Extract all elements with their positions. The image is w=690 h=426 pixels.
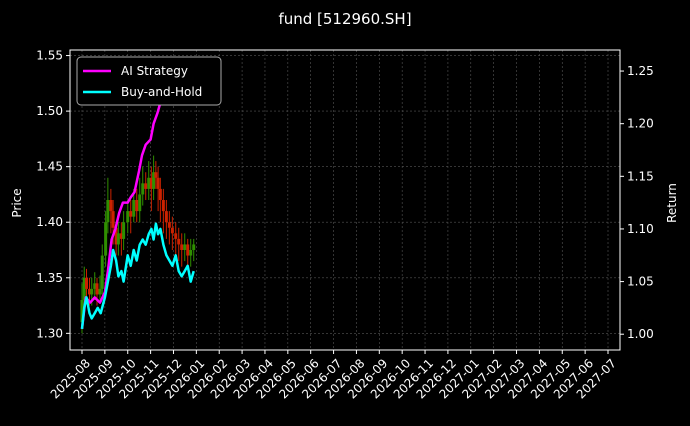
candle-body	[98, 288, 102, 295]
candle-body	[104, 222, 108, 256]
candle-body	[93, 283, 97, 289]
y-right-tick-label: 1.05	[627, 275, 654, 289]
chart-title: fund [512960.SH]	[278, 10, 411, 28]
y-left-tick-label: 1.40	[36, 215, 63, 229]
candle-body	[129, 211, 133, 217]
candle-body	[144, 183, 148, 189]
y-left-tick-label: 1.55	[36, 49, 63, 63]
candle-body	[149, 177, 153, 189]
candle-body	[156, 177, 160, 189]
candle-body	[116, 233, 120, 245]
candle-body	[183, 244, 187, 250]
candle-body	[100, 255, 104, 289]
candle-body	[152, 172, 156, 189]
candle-body	[90, 288, 94, 295]
candle-body	[87, 288, 91, 295]
y-left-tick-label: 1.35	[36, 271, 63, 285]
candle-body	[95, 283, 99, 295]
series-line-buy-and-hold	[80, 222, 195, 330]
y-right-tick-label: 1.25	[627, 64, 654, 78]
y-right-tick-label: 1.15	[627, 169, 654, 183]
candle-body	[111, 211, 115, 228]
legend-box	[76, 56, 222, 106]
candle-body	[174, 233, 178, 239]
legend-label: Buy-and-Hold	[121, 85, 202, 99]
candle-body	[132, 200, 136, 217]
candle-body	[138, 194, 142, 212]
y-left-tick-label: 1.50	[36, 104, 63, 118]
candle-body	[106, 200, 110, 223]
candle-body	[141, 183, 145, 195]
y-left-tick-label: 1.45	[36, 160, 63, 174]
candle-body	[161, 200, 165, 212]
candle-body	[135, 200, 139, 212]
candle-body	[158, 188, 162, 200]
candle-body	[186, 244, 190, 256]
y-axis-left-title: Price	[10, 188, 24, 217]
candle-body	[119, 233, 123, 239]
candle-body	[122, 222, 126, 239]
candle-body	[167, 222, 171, 228]
candle-body	[84, 277, 88, 289]
candle-body	[154, 172, 158, 178]
legend: AI Strategy Buy-and-Hold	[76, 56, 222, 106]
candle-body	[114, 227, 118, 245]
candle-body	[109, 200, 113, 212]
y-right-tick-label: 1.10	[627, 222, 654, 236]
candle-body	[147, 177, 151, 189]
candle-body	[170, 227, 174, 234]
y-right-tick-label: 1.20	[627, 117, 654, 131]
legend-label: AI Strategy	[121, 64, 188, 78]
candle-body	[192, 244, 196, 250]
y-right-tick-label: 1.00	[627, 327, 654, 341]
y-left-tick-label: 1.30	[36, 326, 63, 340]
candle-body	[126, 211, 130, 223]
candle-body	[189, 250, 193, 256]
candle-body	[80, 300, 84, 323]
y-axis-right-title: Return	[665, 183, 679, 223]
candle-body	[164, 211, 168, 223]
candle-body	[180, 244, 184, 250]
candle-body	[177, 238, 181, 245]
plot-frame	[69, 49, 621, 351]
candle-body	[82, 277, 86, 300]
